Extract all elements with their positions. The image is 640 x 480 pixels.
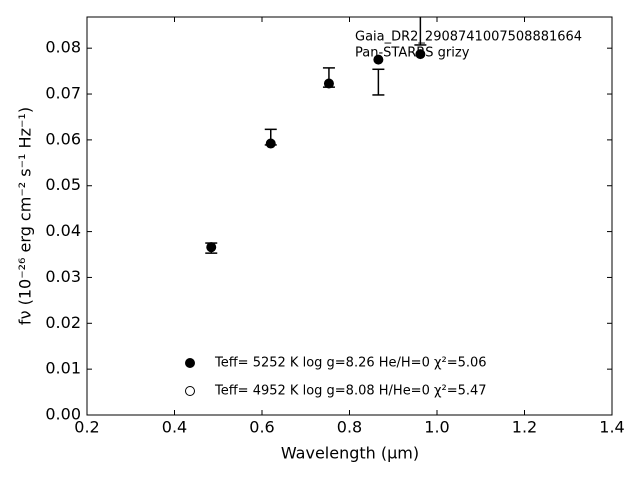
x-tick-label: 0.2 xyxy=(74,418,99,437)
x-axis-label: Wavelength (μm) xyxy=(281,444,419,463)
y-tick-label: 0.03 xyxy=(45,267,81,286)
y-tick-label: 0.05 xyxy=(45,175,81,194)
legend-marker xyxy=(185,358,195,368)
legend-label: Teff= 5252 K log g=8.26 He/H=0 χ²=5.06 xyxy=(214,356,487,371)
x-tick-label: 0.6 xyxy=(249,418,274,437)
plot-area xyxy=(205,17,427,254)
annotation: Pan-STARRS grizy xyxy=(355,46,470,61)
data-point xyxy=(373,54,384,65)
data-point xyxy=(206,242,217,253)
y-tick-label: 0.06 xyxy=(45,129,81,148)
y-tick-label: 0.07 xyxy=(45,84,81,103)
annotation: Gaia_DR2_2908741007508881664 xyxy=(355,30,582,45)
data-point xyxy=(265,138,276,149)
y-tick-label: 0.08 xyxy=(45,38,81,57)
y-tick-label: 0.04 xyxy=(45,221,81,240)
y-axis-label: fν (10⁻²⁶ erg cm⁻² s⁻¹ Hz⁻¹) xyxy=(16,107,35,325)
data-point xyxy=(415,49,426,60)
x-tick-label: 0.4 xyxy=(162,418,187,437)
x-tick-label: 1.0 xyxy=(424,418,449,437)
y-tick-label: 0.00 xyxy=(45,405,81,424)
legend-marker xyxy=(185,386,195,396)
legend-label: Teff= 4952 K log g=8.08 H/He=0 χ²=5.47 xyxy=(214,384,487,399)
x-tick-label: 1.4 xyxy=(599,418,624,437)
x-tick-label: 0.8 xyxy=(337,418,362,437)
x-tick-label: 1.2 xyxy=(512,418,537,437)
data-point xyxy=(323,78,334,89)
y-tick-label: 0.02 xyxy=(45,313,81,332)
y-tick-label: 0.01 xyxy=(45,359,81,378)
